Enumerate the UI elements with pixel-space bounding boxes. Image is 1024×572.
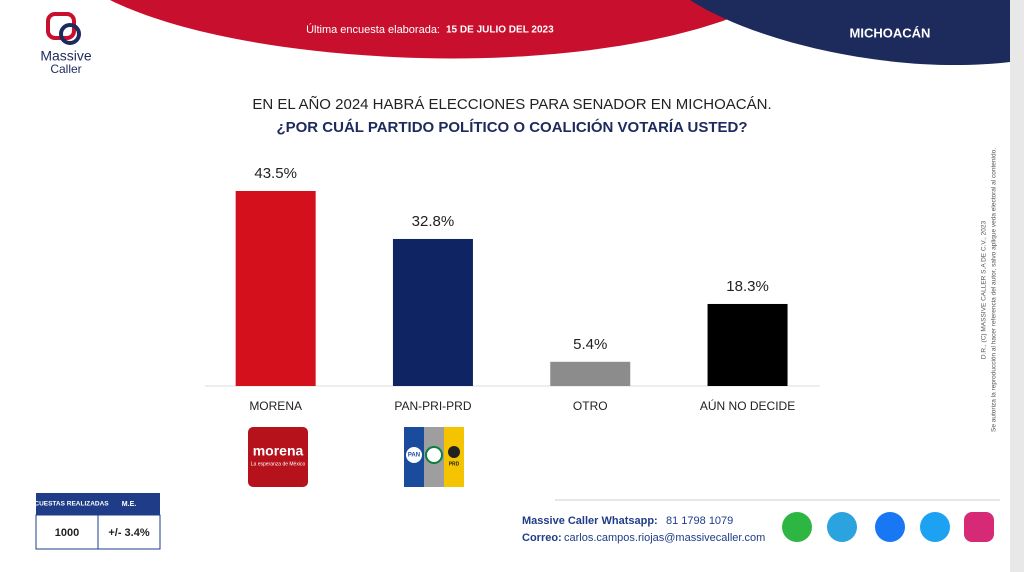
whatsapp-icon[interactable] bbox=[782, 512, 812, 542]
brand-name: Caller bbox=[50, 62, 81, 76]
morena-logo-text: morena bbox=[253, 443, 304, 459]
brand-logo bbox=[46, 12, 81, 45]
bars: 43.5% MORENA 32.8% PAN-PRI-PRD 5.4% OTRO 18.3%… bbox=[235, 165, 795, 413]
instagram-icon[interactable] bbox=[964, 512, 994, 542]
table-cell: 1000 bbox=[55, 527, 79, 539]
value-label: 32.8% bbox=[412, 213, 455, 230]
bar bbox=[707, 303, 788, 386]
pan-logo-text: PAN bbox=[408, 453, 420, 459]
morena-logo bbox=[248, 427, 308, 487]
survey-date: 15 DE JULIO DEL 2023 bbox=[446, 25, 554, 36]
value-label: 5.4% bbox=[573, 336, 607, 353]
whatsapp-number: 81 1798 1079 bbox=[666, 515, 733, 527]
coalition-logo bbox=[404, 427, 464, 487]
legal-text: D.R., (C) MASSIVE CALLER S.A DE C.V., 20… bbox=[981, 221, 988, 360]
telegram-icon[interactable] bbox=[827, 512, 857, 542]
bar bbox=[392, 238, 473, 386]
prd-logo-text: PRD bbox=[449, 461, 460, 467]
category-label: MORENA bbox=[249, 399, 302, 413]
morena-logo-tagline: La esperanza de México bbox=[251, 461, 306, 467]
chart-title: EN EL AÑO 2024 HABRÁ ELECCIONES PARA SEN… bbox=[252, 96, 771, 113]
region: MICHOACÁN bbox=[850, 25, 931, 40]
email: carlos.campos.riojas@massivecaller.com bbox=[564, 532, 765, 544]
brand-name: Massive bbox=[40, 48, 92, 64]
twitter-icon[interactable] bbox=[920, 512, 950, 542]
table-header-cell: M.E. bbox=[122, 501, 136, 508]
side-border bbox=[1010, 0, 1024, 572]
legal-text: Se autoriza la reproducción al hacer ref… bbox=[991, 148, 998, 432]
email-label: Correo: bbox=[522, 532, 562, 544]
category-label: AÚN NO DECIDE bbox=[700, 398, 795, 413]
survey-label: Última encuesta elaborada: bbox=[306, 23, 440, 36]
chart-subtitle: ¿POR CUÁL PARTIDO POLÍTICO O COALICIÓN V… bbox=[276, 118, 747, 136]
whatsapp-label: Massive Caller Whatsapp: bbox=[522, 515, 658, 527]
table-cell: +/- 3.4% bbox=[108, 527, 149, 539]
table-header-cell: ENCUESTAS REALIZADAS bbox=[25, 501, 109, 508]
bar bbox=[550, 361, 631, 386]
header-red-swoosh bbox=[110, 0, 770, 59]
category-label: PAN-PRI-PRD bbox=[394, 399, 471, 413]
category-label: OTRO bbox=[573, 399, 608, 413]
bar bbox=[235, 191, 316, 386]
header-navy-swoosh bbox=[690, 0, 1010, 66]
value-label: 43.5% bbox=[254, 165, 297, 182]
facebook-icon[interactable] bbox=[875, 512, 905, 542]
value-label: 18.3% bbox=[726, 278, 769, 295]
